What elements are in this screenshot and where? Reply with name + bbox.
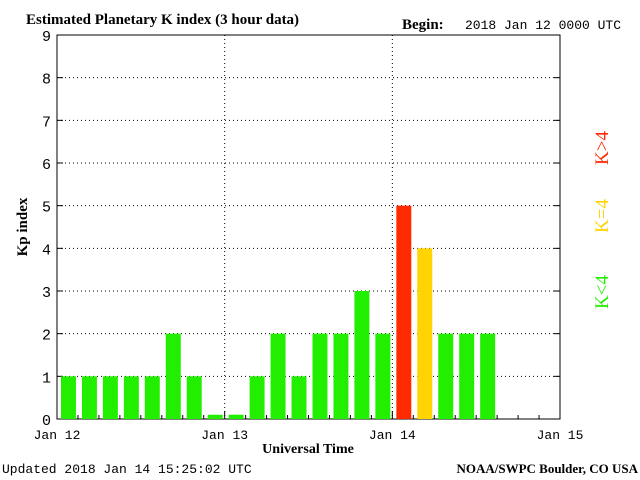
- y-tick-label: 2: [42, 328, 51, 345]
- kp-bar: [165, 333, 181, 419]
- kp-bar: [291, 376, 307, 419]
- kp-bar: [480, 333, 496, 419]
- begin-label: Begin:: [402, 17, 444, 33]
- kp-bar: [249, 376, 265, 419]
- kp-bar: [354, 291, 370, 419]
- kp-bar: [438, 333, 454, 419]
- x-tick-label: Jan 13: [201, 428, 248, 443]
- y-tick-label: 5: [42, 200, 51, 217]
- kp-bar: [61, 376, 76, 419]
- chart-title: Estimated Planetary K index (3 hour data…: [26, 12, 299, 28]
- plot-area: 0 1 2 3 4 5 6 7 8 9 Jan 12 Jan 13 Jan 14 Jan 15: [34, 29, 584, 443]
- kp-bar: [144, 376, 160, 419]
- y-tick-label: 3: [42, 285, 51, 302]
- y-tick-label: 4: [42, 242, 51, 259]
- updated-text: Updated 2018 Jan 14 15:25:02 UTC: [2, 462, 252, 477]
- x-tick-label: Jan 15: [537, 428, 584, 443]
- kp-bar: [270, 333, 286, 419]
- source-text: NOAA/SWPC Boulder, CO USA: [456, 461, 638, 476]
- kp-bar: [228, 414, 244, 419]
- legend-entry: K=4: [592, 199, 613, 233]
- kp-bar: [375, 333, 391, 419]
- kp-bar: [81, 376, 97, 419]
- kp-bar: [459, 333, 475, 419]
- kp-bar: [333, 333, 349, 419]
- kp-bar: [207, 414, 223, 419]
- y-tick-label: 8: [42, 72, 51, 89]
- y-axis-label: Kp index: [15, 197, 31, 256]
- y-tick-label: 0: [42, 413, 51, 430]
- x-tick-label: Jan 12: [34, 428, 81, 443]
- legend: K<4 K=4 K>4: [592, 131, 613, 309]
- x-tick-label: Jan 14: [369, 428, 416, 443]
- x-axis-label: Universal Time: [262, 442, 354, 457]
- kp-bar: [312, 333, 328, 419]
- kp-bar: [123, 376, 139, 419]
- legend-entry: K>4: [592, 131, 613, 165]
- y-tick-label: 1: [42, 370, 51, 387]
- legend-entry: K<4: [592, 275, 613, 309]
- kp-bar: [102, 376, 118, 419]
- y-tick-label: 9: [42, 29, 51, 46]
- kp-bar: [186, 376, 202, 419]
- y-tick-label: 7: [42, 114, 51, 131]
- kp-bar: [396, 205, 412, 419]
- begin-value: 2018 Jan 12 0000 UTC: [465, 18, 621, 33]
- y-tick-label: 6: [42, 157, 51, 174]
- kp-bar: [417, 248, 433, 419]
